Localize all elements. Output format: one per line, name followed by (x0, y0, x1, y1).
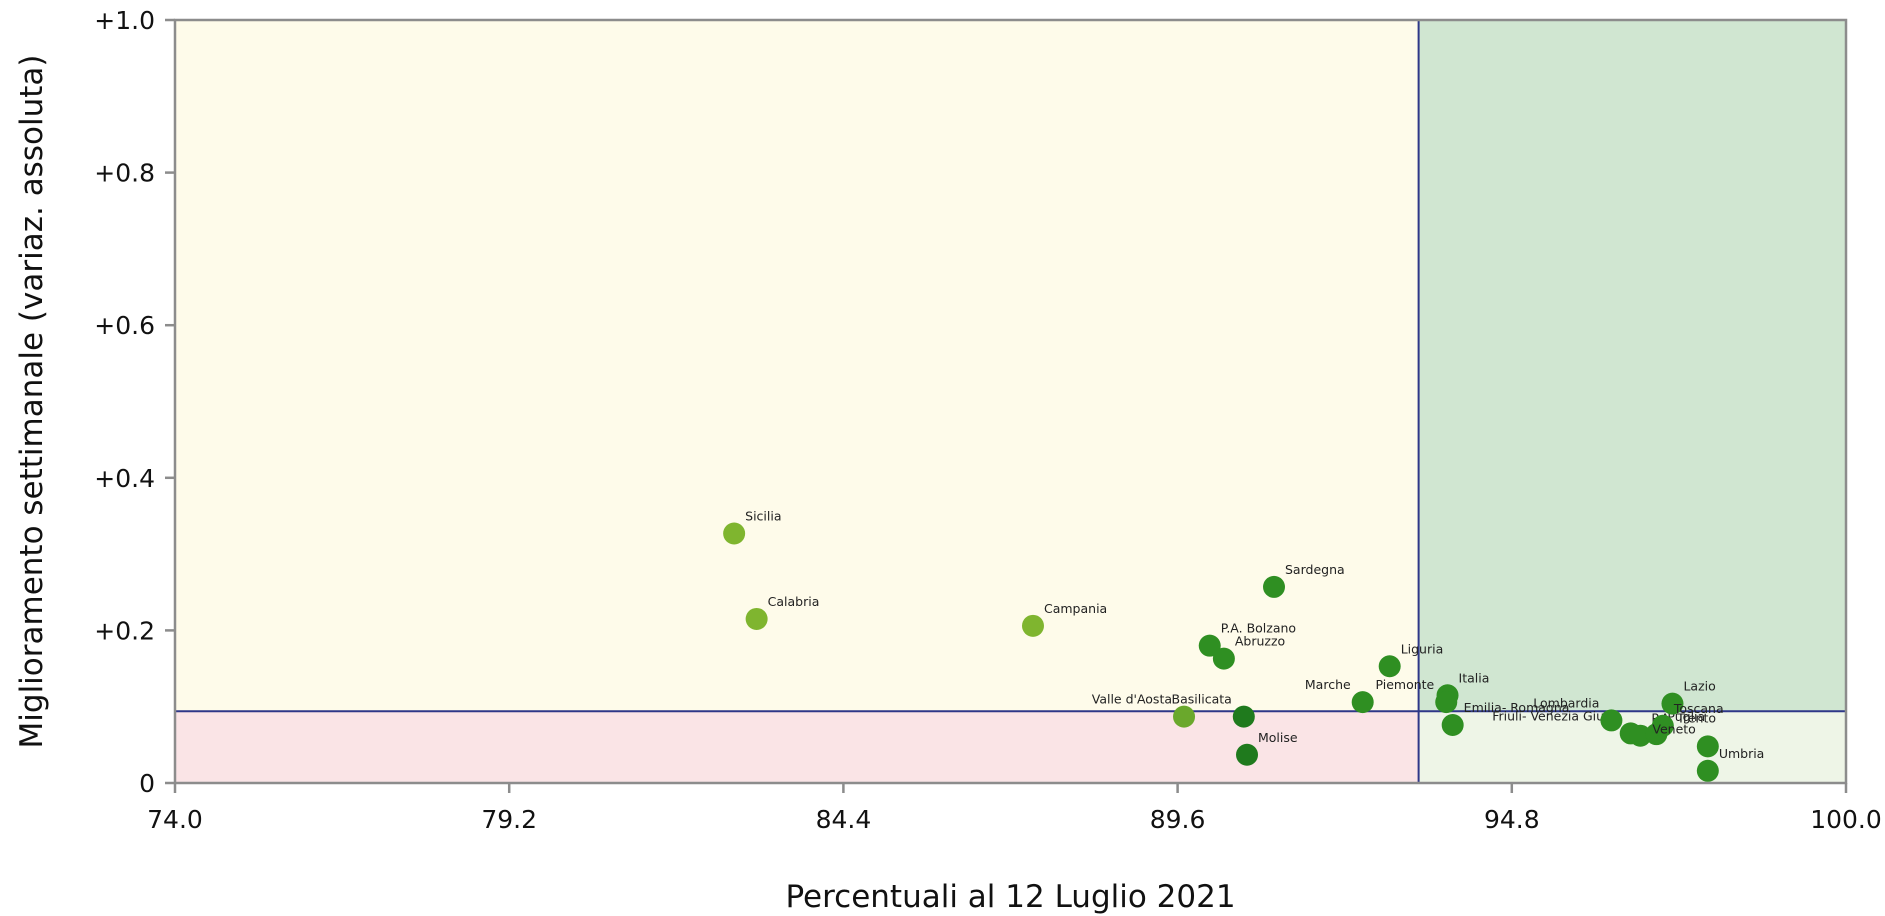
point-label: Emilia- Romagna (1464, 700, 1570, 715)
y-tick-label: 0 (139, 769, 155, 798)
y-tick-label: +0.2 (94, 616, 155, 645)
quadrant-lower-left (175, 711, 1419, 783)
x-tick-label: 84.4 (816, 805, 872, 834)
point-label: Umbria (1719, 746, 1765, 761)
data-point (745, 607, 768, 630)
point-label: Italia (1459, 670, 1490, 685)
x-axis-title: Percentuali al 12 Luglio 2021 (785, 879, 1235, 915)
data-point (1263, 575, 1286, 598)
data-point (1198, 634, 1221, 657)
point-label: Piemonte (1375, 677, 1434, 692)
point-label: Lombardia (1533, 695, 1599, 710)
plot-frame (173, 18, 1848, 785)
reference-lines (175, 20, 1846, 783)
point-label: Campania (1044, 601, 1107, 616)
y-tick-label: +0.8 (94, 159, 155, 188)
data-point (1351, 691, 1374, 714)
point-label: Toscana (1673, 701, 1724, 716)
point-label: P.A. Bolzano (1221, 621, 1296, 636)
data-point (1696, 735, 1719, 758)
data-point (1661, 692, 1684, 715)
data-point (1651, 714, 1674, 737)
point-label: Sicilia (745, 508, 781, 523)
point-label: Molise (1258, 730, 1298, 745)
x-tick-label: 100.0 (1810, 805, 1882, 834)
y-axis-title: Miglioramento settimanale (variaz. assol… (14, 55, 50, 749)
data-point (1441, 714, 1464, 737)
data-point (1378, 655, 1401, 678)
point-label: Sardegna (1285, 562, 1345, 577)
quadrant-upper-right (1418, 20, 1846, 712)
quadrant-backgrounds (175, 20, 1846, 783)
data-point (723, 522, 746, 545)
x-tick-label: 79.2 (481, 805, 537, 834)
point-label: Marche (1305, 677, 1351, 692)
data-point (1600, 709, 1623, 732)
point-label: Friuli- Venezia Giulia (1492, 708, 1618, 723)
data-point (1629, 724, 1652, 747)
data-point (1212, 647, 1235, 670)
data-points: Sicilia Calabria Campania Sardegna P.A. Bolz… (723, 508, 1765, 782)
data-point (1236, 743, 1259, 766)
point-label: Liguria (1401, 641, 1444, 656)
quadrant-lower-right (1418, 711, 1846, 783)
point-label: Valle d'Aosta (1092, 692, 1172, 707)
x-tick-label: 94.8 (1484, 805, 1540, 834)
y-tick-label: +1.0 (94, 6, 155, 35)
x-tick-label: 89.6 (1150, 805, 1206, 834)
quadrant-upper-left (175, 20, 1419, 712)
point-label: Lazio (1683, 679, 1715, 694)
data-point (1696, 759, 1719, 782)
point-label: Abruzzo (1235, 634, 1285, 649)
data-point (1173, 705, 1196, 728)
point-label: Calabria (768, 594, 820, 609)
point-label: Basilicata (1172, 692, 1232, 707)
x-tick-label: 74.0 (147, 805, 203, 834)
data-point (1021, 614, 1044, 637)
point-label: Veneto (1652, 721, 1695, 736)
data-point (1232, 705, 1255, 728)
data-point (1435, 691, 1458, 714)
y-tick-label: +0.6 (94, 311, 155, 340)
y-tick-label: +0.4 (94, 464, 155, 493)
axis-ticks: 74.0 79.2 84.4 89.6 94.8 100.0 0 +0.2 +0.4 +0.6 +0… (94, 6, 1882, 834)
